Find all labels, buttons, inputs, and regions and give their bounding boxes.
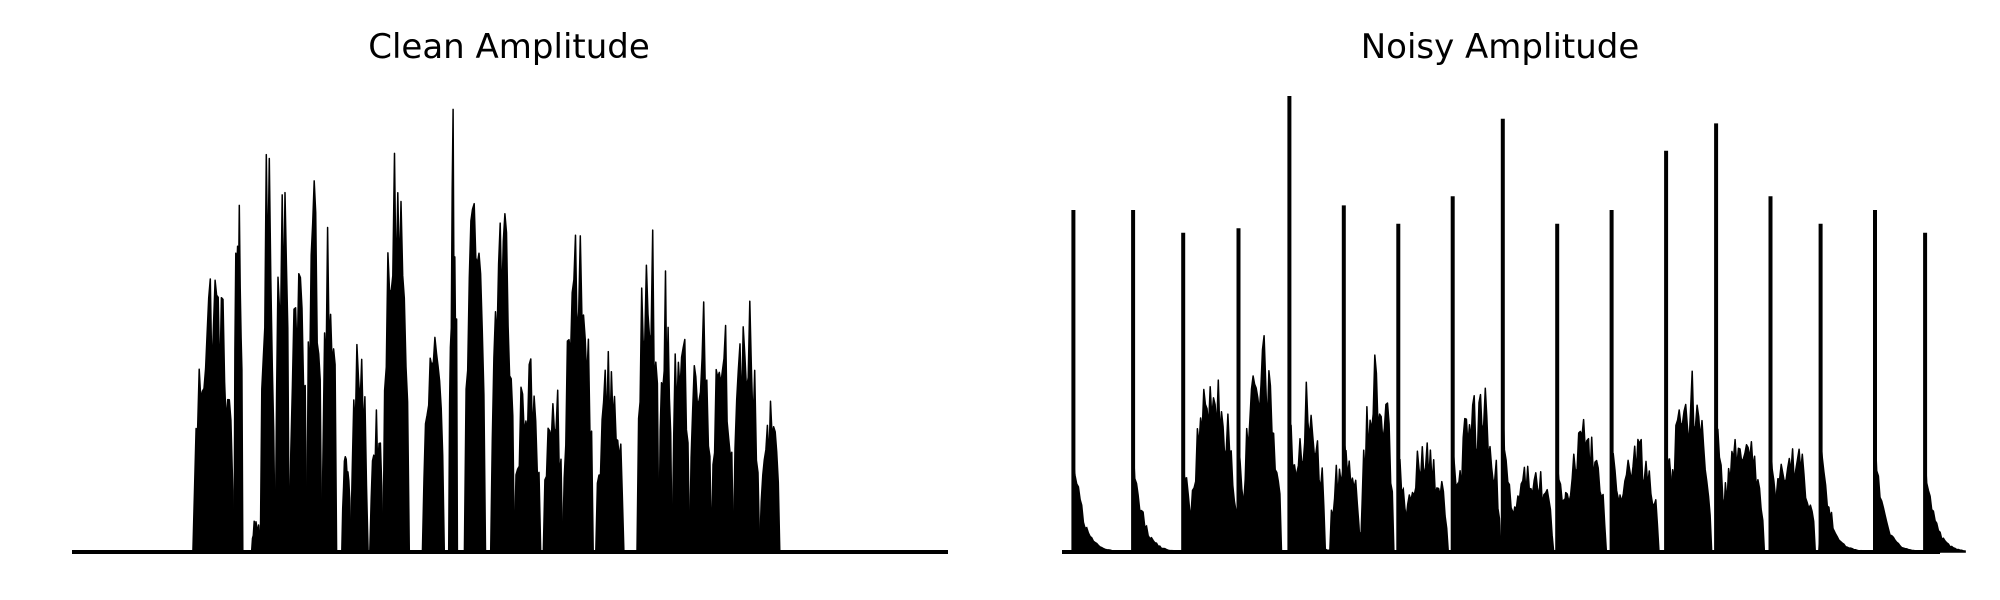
noisy-burst-7 xyxy=(1509,465,1555,553)
noisy-spike-tail-10 xyxy=(1610,452,1653,553)
noisy-burst-1 xyxy=(1241,334,1283,553)
noisy-burst-11 xyxy=(1719,438,1766,553)
clean-burst-12 xyxy=(421,336,446,553)
noisy-burst-0 xyxy=(1188,379,1239,553)
clean-burst-23 xyxy=(688,301,713,553)
noisy-spike-tail-3 xyxy=(1237,441,1280,553)
clean-burst-21 xyxy=(658,270,673,553)
clean-burst-18 xyxy=(561,234,594,553)
noisy-spike-tail-15 xyxy=(1874,431,1916,553)
clean-amplitude-panel: Clean Amplitude xyxy=(72,27,948,554)
clean-burst-17 xyxy=(542,389,564,553)
clean-burst-10 xyxy=(369,409,384,553)
clean-burst-3 xyxy=(259,153,276,553)
noisy-spike-tail-7 xyxy=(1451,442,1494,553)
clean-burst-25 xyxy=(732,300,761,553)
clean-burst-1 xyxy=(233,204,244,553)
noisy-burst-9 xyxy=(1614,438,1660,553)
clean-burst-26 xyxy=(758,400,781,553)
noisy-spike-tail-4 xyxy=(1288,421,1331,553)
noisy-burst-4 xyxy=(1359,354,1395,553)
clean-burst-11 xyxy=(382,152,411,553)
noisy-spike-tail-9 xyxy=(1556,462,1598,553)
clean-burst-22 xyxy=(671,338,691,553)
noisy-spike-tail-6 xyxy=(1397,458,1440,553)
noisy-burst-10 xyxy=(1667,370,1713,553)
clean-burst-20 xyxy=(636,229,660,553)
noisy-spike-tail-12 xyxy=(1715,428,1757,553)
clean-burst-19 xyxy=(595,350,625,553)
clean-burst-7 xyxy=(320,226,338,553)
clean-burst-13 xyxy=(447,108,459,553)
noisy-spike-tail-0 xyxy=(1072,462,1115,553)
noisy-spike-tail-1 xyxy=(1132,446,1174,553)
noisy-spike-tail-8 xyxy=(1502,398,1544,553)
noisy-spike-tail-13 xyxy=(1769,439,1812,553)
noisy-burst-6 xyxy=(1454,387,1502,553)
clean-burst-0 xyxy=(192,278,235,553)
clean-burst-14 xyxy=(463,202,487,553)
noisy-burst-8 xyxy=(1561,418,1608,553)
clean-amplitude-plot xyxy=(72,108,948,554)
clean-burst-2 xyxy=(250,520,262,553)
clean-burst-9 xyxy=(349,343,369,553)
noisy-spike-tail-5 xyxy=(1343,436,1385,553)
clean-burst-15 xyxy=(489,213,516,553)
clean-burst-24 xyxy=(710,324,735,553)
noisy-spike-tail-14 xyxy=(1819,437,1862,553)
clean-burst-8 xyxy=(341,455,352,553)
noisy-amplitude-panel: Noisy Amplitude xyxy=(1062,27,1966,554)
noisy-spike-tail-2 xyxy=(1182,461,1224,553)
noisy-amplitude-plot xyxy=(1062,96,1966,554)
clean-burst-4 xyxy=(274,191,290,553)
clean-burst-5 xyxy=(288,272,308,553)
noisy-burst-5 xyxy=(1403,442,1450,553)
clean-burst-6 xyxy=(306,180,323,553)
noisy-spike-tail-16 xyxy=(1924,456,1966,553)
noisy-amplitude-title: Noisy Amplitude xyxy=(1361,27,1640,67)
noisy-spike-tail-11 xyxy=(1665,440,1707,553)
clean-amplitude-title: Clean Amplitude xyxy=(368,27,650,67)
clean-burst-16 xyxy=(513,358,542,553)
